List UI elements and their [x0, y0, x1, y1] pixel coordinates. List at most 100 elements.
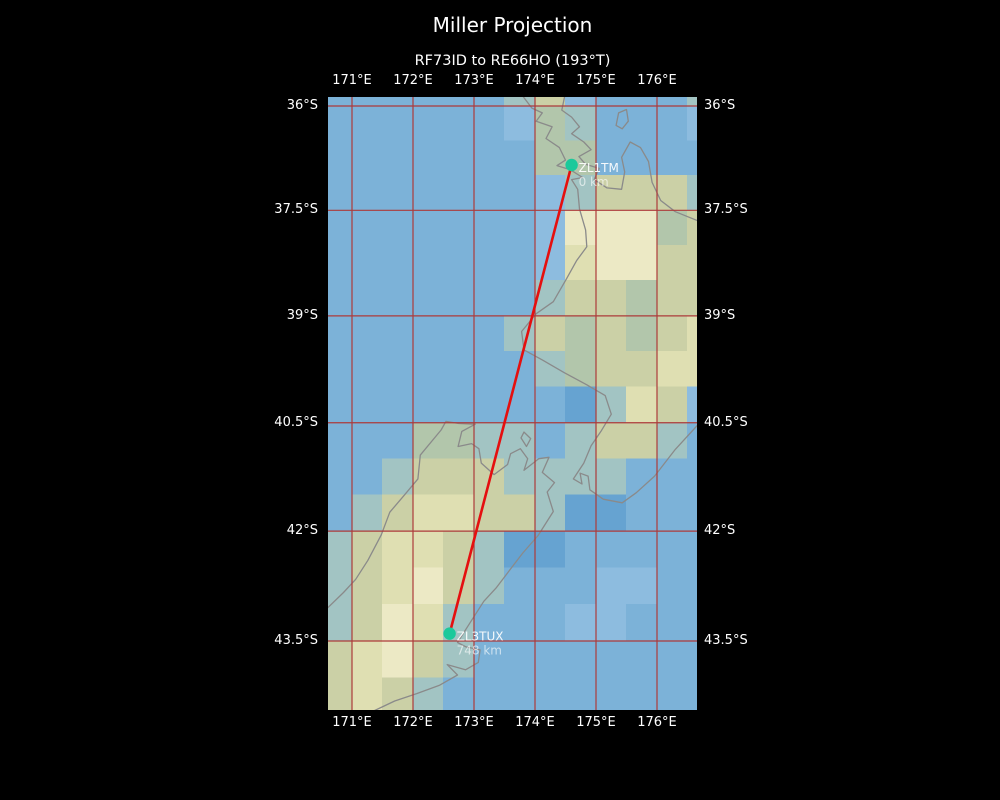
terrain-cell	[626, 97, 658, 107]
terrain-cell	[473, 245, 505, 281]
route-marker	[443, 627, 456, 640]
terrain-cell	[565, 210, 597, 246]
terrain-cell	[412, 603, 444, 642]
terrain-cell	[656, 280, 688, 317]
figure-subtitle: RF73ID to RE66HO (193°T)	[414, 53, 611, 69]
top-axis-tick-label: 176°E	[637, 73, 677, 88]
terrain-cell	[443, 97, 475, 107]
terrain-cell	[328, 210, 353, 246]
terrain-cell	[328, 175, 353, 211]
terrain-cell	[656, 567, 688, 605]
terrain-cell	[595, 175, 627, 211]
terrain-cell	[382, 140, 414, 176]
terrain-cell	[626, 245, 658, 281]
bottom-axis-tick-label: 173°E	[454, 715, 494, 730]
terrain-cell	[473, 280, 505, 317]
terrain-cell	[412, 280, 444, 317]
terrain-cell	[412, 458, 444, 496]
left-axis-tick-label: 37.5°S	[274, 202, 318, 218]
terrain-cell	[351, 210, 383, 246]
terrain-cell	[412, 386, 444, 424]
terrain-cell	[565, 97, 597, 107]
terrain-cell	[656, 677, 688, 710]
top-axis-tick-label: 174°E	[515, 73, 555, 88]
terrain-cell	[534, 315, 566, 352]
coastline-path	[520, 431, 532, 448]
terrain-cell	[534, 458, 566, 496]
terrain-cell	[626, 140, 658, 176]
top-axis-tick-label: 175°E	[576, 73, 616, 88]
terrain-cell	[656, 97, 688, 107]
terrain-cell	[382, 530, 414, 568]
terrain-cell	[412, 315, 444, 352]
terrain-cell	[534, 140, 566, 176]
terrain-cell	[351, 640, 383, 679]
terrain-cell	[412, 140, 444, 176]
terrain-cell	[687, 175, 697, 211]
terrain-cell	[328, 105, 353, 141]
bottom-axis-tick-label: 175°E	[576, 715, 616, 730]
terrain-cell	[443, 315, 475, 352]
terrain-cell	[504, 97, 536, 107]
terrain-cell	[656, 210, 688, 246]
terrain-cell	[504, 530, 536, 568]
marker-distance-label: 0 km	[579, 175, 609, 189]
terrain-cell	[473, 210, 505, 246]
right-axis-tick-label: 42°S	[704, 523, 736, 539]
terrain-cell	[656, 386, 688, 424]
terrain-cell	[412, 530, 444, 568]
terrain-cell	[595, 677, 627, 710]
terrain-cell	[382, 603, 414, 642]
terrain-cell	[595, 210, 627, 246]
route-line	[448, 163, 573, 635]
terrain-cell	[328, 280, 353, 317]
terrain-cell	[412, 175, 444, 211]
right-axis-tick-label: 36°S	[704, 98, 736, 113]
terrain-cell	[656, 105, 688, 141]
terrain-cell	[626, 530, 658, 568]
terrain-cell	[443, 210, 475, 246]
terrain-cell	[412, 97, 444, 107]
terrain-cell	[687, 640, 697, 679]
left-axis-tick-label: 40.5°S	[274, 414, 318, 430]
coastline-path	[615, 108, 629, 130]
terrain-cell	[351, 351, 383, 388]
terrain-cell	[687, 386, 697, 424]
marker-callsign-label: ZL3TUX	[457, 630, 504, 644]
terrain-cell	[328, 530, 353, 568]
terrain-cell	[687, 280, 697, 317]
terrain-cell	[565, 530, 597, 568]
terrain-cell	[351, 458, 383, 496]
terrain-cell	[504, 210, 536, 246]
terrain-cell	[595, 567, 627, 605]
terrain-cell	[412, 640, 444, 679]
terrain-cell	[473, 105, 505, 141]
terrain-cell	[595, 458, 627, 496]
terrain-cell	[626, 315, 658, 352]
terrain-cell	[382, 280, 414, 317]
right-axis-tick-label: 40.5°S	[704, 414, 748, 430]
terrain-cell	[534, 677, 566, 710]
terrain-cell	[626, 567, 658, 605]
terrain-cell	[473, 677, 505, 710]
terrain-cell	[351, 97, 383, 107]
terrain-cell	[382, 97, 414, 107]
terrain-cell	[687, 458, 697, 496]
terrain-cell	[443, 280, 475, 317]
terrain-cell	[656, 603, 688, 642]
terrain-cell	[504, 494, 536, 532]
terrain-cell	[687, 603, 697, 642]
terrain-cell	[656, 458, 688, 496]
terrain-cell	[328, 245, 353, 281]
terrain-cell	[328, 640, 353, 679]
marker-callsign-label: ZL1TM	[579, 161, 619, 175]
terrain-cell	[656, 640, 688, 679]
terrain-cell	[351, 280, 383, 317]
terrain-cell	[504, 422, 536, 460]
bottom-axis-tick-label: 172°E	[393, 715, 433, 730]
terrain-cell	[565, 677, 597, 710]
terrain-cell	[412, 105, 444, 141]
terrain-cell	[565, 105, 597, 141]
terrain-cell	[351, 494, 383, 532]
